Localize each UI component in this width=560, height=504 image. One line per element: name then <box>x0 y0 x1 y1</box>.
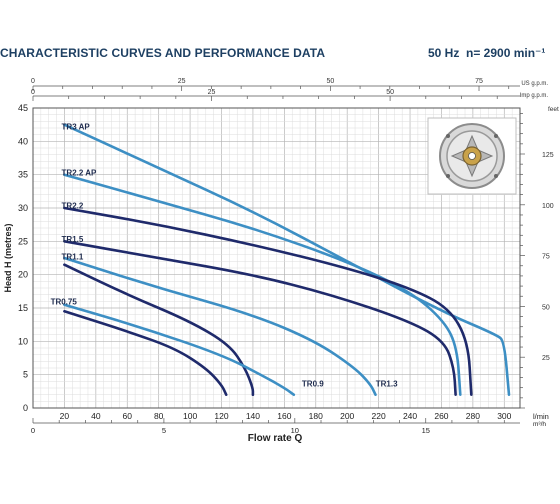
series-label: TR2.2 <box>62 202 84 211</box>
feet-tick-label: 50 <box>542 304 550 311</box>
imp-gpm-tick-label: 0 <box>31 89 35 96</box>
series-line-2 <box>63 206 473 396</box>
feet-tick-label: 25 <box>542 355 550 362</box>
m3h-unit: m³/h <box>533 421 546 428</box>
x-tick-label: 180 <box>309 411 323 421</box>
x-tick-label: 260 <box>434 411 448 421</box>
x-tick-label: 80 <box>154 411 164 421</box>
series-label: TR0.75 <box>51 298 78 307</box>
speed-label: n= 2900 min⁻¹ <box>466 46 546 60</box>
x-tick-label: 200 <box>340 411 354 421</box>
x-tick-label: 60 <box>123 411 133 421</box>
m3h-tick-label: 15 <box>422 426 430 435</box>
y-tick-label: 0 <box>23 403 28 413</box>
series-line-4 <box>63 256 377 396</box>
m3h-tick-label: 5 <box>162 426 166 435</box>
series-label: TR0.9 <box>302 380 324 389</box>
plot-frame <box>32 107 521 409</box>
us-gpm-tick-label: 0 <box>31 78 35 85</box>
x-tick-label: 280 <box>466 411 480 421</box>
labels-group: TR3 AP TR2.2 AP TR2.2 TR1.5 TR1.1 TR0.75 TR0.9… <box>51 122 399 388</box>
feet-tick-label: 125 <box>542 152 554 159</box>
chart-title: CHARACTERISTIC CURVES AND PERFORMANCE DA… <box>0 46 326 60</box>
series-label: TR1.5 <box>62 235 84 244</box>
x-tick-label: 100 <box>183 411 197 421</box>
y-tick-label: 20 <box>18 270 28 280</box>
m3h-tick-label: 10 <box>291 426 299 435</box>
x-tick-label: 240 <box>403 411 417 421</box>
y-axis-label: Head H (metres) <box>3 223 13 292</box>
feet-unit: feet <box>548 106 559 113</box>
pump-image <box>427 117 517 195</box>
y-tick-label: 30 <box>18 203 28 213</box>
series-label: TR3 AP <box>62 122 91 131</box>
x-tick-label: 120 <box>214 411 228 421</box>
series-line-1 <box>63 173 462 396</box>
series-group <box>63 123 511 396</box>
axes: 0 25 50 75 US g.p.m.0 25 50 Imp g.p.m.051015202… <box>3 78 559 444</box>
y-tick-label: 15 <box>18 303 28 313</box>
imp-gpm-tick-label: 50 <box>386 89 394 96</box>
series-label: TR1.1 <box>62 252 84 261</box>
m3h-tick-label: 0 <box>31 426 35 435</box>
imp-gpm-unit: Imp g.p.m. <box>520 93 549 99</box>
feet-tick-label: 75 <box>542 254 550 261</box>
us-gpm-tick-label: 50 <box>326 78 334 85</box>
series-line-3 <box>63 240 457 396</box>
x-axis-label: Flow rate Q <box>248 433 303 444</box>
x-tick-label: 220 <box>372 411 386 421</box>
x-unit-lmin: l/min <box>533 412 549 421</box>
us-gpm-tick-label: 25 <box>178 78 186 85</box>
us-gpm-unit: US g.p.m. <box>521 81 548 87</box>
series-line-0 <box>63 123 511 396</box>
series-line-5 <box>63 263 255 396</box>
us-gpm-tick-label: 75 <box>475 78 483 85</box>
x-tick-label: 160 <box>277 411 291 421</box>
x-tick-label: 140 <box>246 411 260 421</box>
x-tick-label: 20 <box>60 411 70 421</box>
y-tick-label: 25 <box>18 236 28 246</box>
series-label: TR2.2 AP <box>62 168 97 177</box>
x-tick-label: 40 <box>91 411 101 421</box>
frequency-label: 50 Hz <box>428 46 460 60</box>
y-tick-label: 45 <box>18 103 28 113</box>
series-label: TR1.3 <box>376 380 398 389</box>
y-tick-label: 35 <box>18 170 28 180</box>
y-tick-label: 40 <box>18 136 28 146</box>
imp-gpm-tick-label: 25 <box>208 89 216 96</box>
series-line-6 <box>63 303 296 396</box>
series-line-7 <box>63 310 228 396</box>
feet-tick-label: 100 <box>542 203 554 210</box>
x-tick-label: 300 <box>497 411 511 421</box>
y-tick-label: 10 <box>18 336 28 346</box>
y-tick-label: 5 <box>23 370 28 380</box>
